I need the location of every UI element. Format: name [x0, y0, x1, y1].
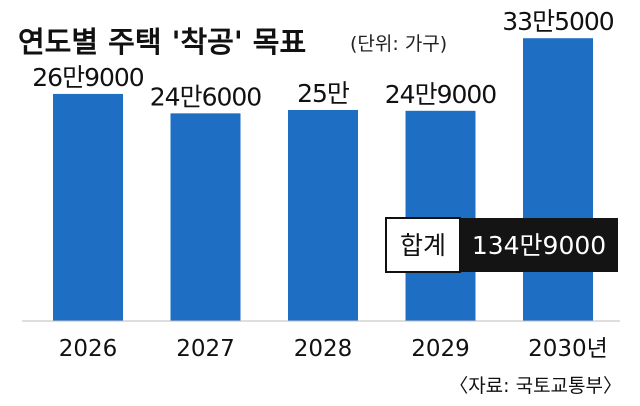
x-tick-label: 2030년: [528, 336, 608, 362]
bar-2029: [405, 110, 476, 322]
bar-2026: [53, 93, 123, 322]
x-tick-label: 2027: [176, 336, 235, 362]
data-label-2026: 26만9000: [32, 63, 144, 92]
data-label-2030년: 33만5000: [502, 7, 614, 36]
bar-2028: [288, 109, 358, 322]
total-box: 합계 134만9000: [385, 217, 618, 273]
x-tick-label: 2028: [294, 336, 353, 362]
data-label-2029: 24만9000: [385, 80, 497, 109]
bar-2027: [170, 113, 241, 321]
source-note: 〈자료: 국토교통부〉: [449, 375, 622, 397]
data-label-2028: 25만: [297, 79, 350, 108]
unit-label: (단위: 가구): [350, 33, 447, 55]
total-value: 134만9000: [472, 231, 606, 260]
data-label-2027: 24만6000: [150, 82, 262, 111]
total-label: 합계: [400, 231, 446, 260]
bar-2030년: [523, 38, 593, 322]
bars-layer: 26만9000 2026 24만6000 2027 25만 2028 24만9000 2029…: [32, 7, 615, 362]
x-tick-label: 2026: [59, 336, 118, 362]
chart-title: 연도별 주택 '착공' 목표: [18, 25, 306, 59]
total-value-box: [460, 218, 618, 272]
x-tick-label: 2029: [411, 336, 470, 362]
